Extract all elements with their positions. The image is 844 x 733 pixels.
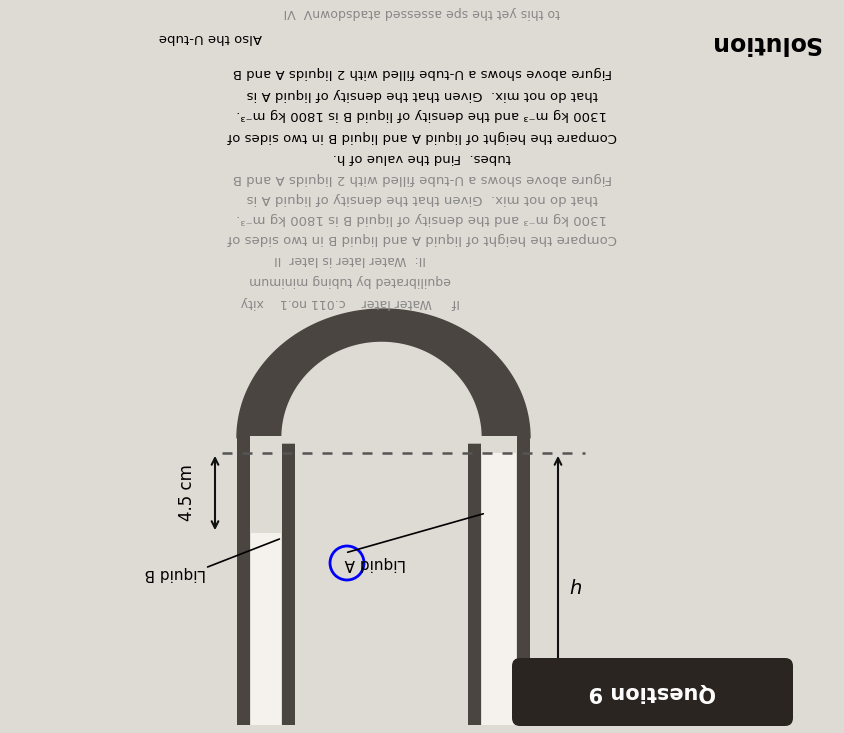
Text: equilibrated by tubing minimum: equilibrated by tubing minimum [249,274,451,287]
Text: If     Water later    c.011 no.1    xity: If Water later c.011 no.1 xity [241,295,460,309]
Polygon shape [282,342,481,443]
Bar [251,533,281,725]
Text: that do not mix.  Given that the density of liquid A is: that do not mix. Given that the density … [246,193,598,205]
Text: Compare the height of liquid A and liquid B in two sides of: Compare the height of liquid A and liqui… [227,130,617,144]
Text: II:  Water later is later  II: II: Water later is later II [274,254,426,267]
Text: Compare the height of liquid A and liquid B in two sides of: Compare the height of liquid A and liqui… [227,232,617,246]
Text: to this yet the spe assessed atadsdownV  VI: to this yet the spe assessed atadsdownV … [284,7,560,20]
Text: tubes.  Find the value of h.: tubes. Find the value of h. [333,150,511,163]
Text: Liquid A: Liquid A [344,556,406,570]
Text: that do not mix.  Given that the density of liquid A is: that do not mix. Given that the density … [246,89,598,101]
Text: h: h [570,580,582,599]
Bar [250,436,282,725]
Text: Also the U-tube: Also the U-tube [159,32,262,45]
Bar [468,438,530,725]
Text: Solution: Solution [709,31,820,55]
FancyBboxPatch shape [512,658,793,726]
Text: 4.5 cm: 4.5 cm [178,465,196,521]
Bar [237,438,295,725]
Text: Figure above shows a U-tube filled with 2 liquids A and B: Figure above shows a U-tube filled with … [232,172,612,185]
Text: 1300 kg m⁻³ and the density of liquid B is 1800 kg m⁻³.: 1300 kg m⁻³ and the density of liquid B … [236,108,608,122]
Text: Figure above shows a U-tube filled with 2 liquids A and B: Figure above shows a U-tube filled with … [232,67,612,79]
Bar [481,436,517,725]
Text: Question 9: Question 9 [589,682,717,702]
Text: 1300 kg m⁻³ and the density of liquid B is 1800 kg m⁻³.: 1300 kg m⁻³ and the density of liquid B … [236,213,608,226]
Bar [482,453,516,725]
Polygon shape [237,309,530,438]
Text: Liquid B: Liquid B [144,565,206,581]
